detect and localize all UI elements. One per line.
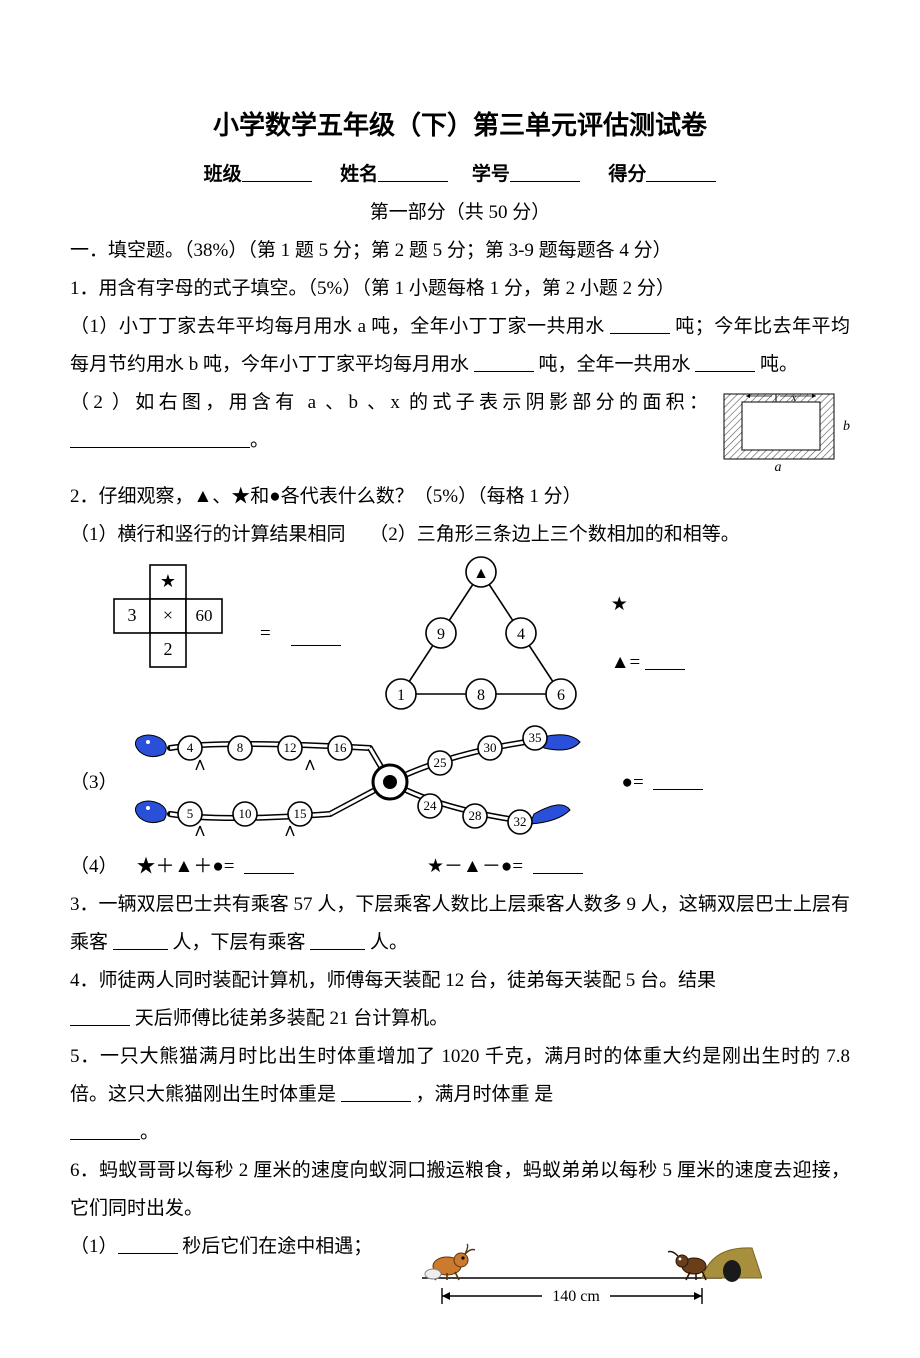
svg-text:4: 4: [186, 740, 193, 755]
svg-text:28: 28: [468, 808, 481, 823]
blank[interactable]: [653, 770, 703, 790]
blank-class[interactable]: [242, 162, 312, 182]
blank[interactable]: [70, 1120, 140, 1140]
svg-text:▲: ▲: [473, 565, 489, 582]
q3c: 人。: [365, 932, 408, 953]
label-class: 班级: [204, 164, 242, 185]
svg-text:1: 1: [397, 687, 405, 704]
q2-4-label: （4）: [70, 856, 118, 877]
blank[interactable]: [695, 352, 755, 372]
ant-figure: 140 cm: [402, 1228, 762, 1318]
q2: 2．仔细观察，▲、★和●各代表什么数？（5%）（每格 1 分）: [70, 478, 850, 516]
triangle-puzzle-figure: ▲ 9 4 1 8 6: [371, 554, 591, 714]
dot-answer: ●=: [622, 772, 644, 793]
q1-1-text-a: （1）小丁丁家去年平均每月用水 a 吨，全年小丁丁家一共用水: [70, 316, 610, 337]
svg-text:4: 4: [517, 626, 525, 643]
blank[interactable]: [70, 428, 250, 448]
dragon-figure: 4 8 12 16 5 10 15 25 30 35 24 28 32: [130, 718, 610, 848]
blank[interactable]: [70, 1006, 130, 1026]
blank-name[interactable]: [378, 162, 448, 182]
q1-1-text-d: 吨。: [755, 354, 798, 375]
svg-text:9: 9: [437, 626, 445, 643]
q4: 4．师徒两人同时装配计算机，师傅每天装配 12 台，徒弟每天装配 5 台。结果 …: [70, 962, 850, 1038]
section1-heading: 一．填空题。（38%）（第 1 题 5 分；第 2 题 5 分；第 3-9 题每…: [70, 232, 850, 270]
svg-text:140 cm: 140 cm: [553, 1288, 601, 1305]
q1-1: （1）小丁丁家去年平均每月用水 a 吨，全年小丁丁家一共用水 吨；今年比去年平均…: [70, 308, 850, 384]
cross-puzzle-figure: ★ 3 × 60 2: [100, 559, 240, 709]
svg-text:35: 35: [528, 730, 541, 745]
q2-4: （4） ★＋▲＋●= ★－▲－●=: [70, 848, 850, 886]
q6-1: （1） 秒后它们在途中相遇；: [70, 1228, 372, 1266]
svg-text:8: 8: [236, 740, 243, 755]
svg-text:25: 25: [433, 755, 446, 770]
blank-score[interactable]: [646, 162, 716, 182]
blank[interactable]: [113, 930, 168, 950]
q5c: 。: [140, 1122, 159, 1143]
svg-text:32: 32: [513, 814, 526, 829]
blank-sid[interactable]: [510, 162, 580, 182]
blank[interactable]: [645, 650, 685, 670]
blank[interactable]: [310, 930, 365, 950]
page-title: 小学数学五年级（下）第三单元评估测试卷: [70, 100, 850, 152]
q1-1-text-c: 吨，全年一共用水: [534, 354, 696, 375]
svg-text:15: 15: [293, 806, 306, 821]
svg-text:2: 2: [164, 639, 173, 659]
blank[interactable]: [118, 1234, 178, 1254]
blank[interactable]: [610, 314, 670, 334]
q5: 5．一只大熊猫满月时比出生时体重增加了 1020 千克，满月时的体重大约是刚出生…: [70, 1038, 850, 1152]
svg-text:6: 6: [557, 687, 565, 704]
q1: 1．用含有字母的式子填空。（5%）（第 1 小题每格 1 分，第 2 小题 2 …: [70, 270, 850, 308]
svg-text:★: ★: [160, 571, 176, 591]
q5b: ，满月时体重 是: [411, 1084, 554, 1105]
q2-4b: ★－▲－●=: [427, 856, 523, 877]
svg-text:12: 12: [283, 740, 296, 755]
blank[interactable]: [341, 1082, 411, 1102]
q3b: 人，下层有乘客: [168, 932, 311, 953]
blank[interactable]: [533, 854, 583, 874]
part1-heading: 第一部分（共 50 分）: [70, 194, 850, 232]
triangle-answer: ▲=: [611, 644, 685, 682]
q4a: 4．师徒两人同时装配计算机，师傅每天装配 12 台，徒弟每天装配 5 台。结果: [70, 970, 716, 991]
svg-text:a: a: [775, 460, 782, 472]
svg-text:30: 30: [483, 740, 496, 755]
svg-text:16: 16: [333, 740, 347, 755]
q6-1a: （1）: [70, 1236, 118, 1257]
svg-text:3: 3: [128, 605, 137, 625]
q2-4a: ★＋▲＋●=: [137, 856, 235, 877]
svg-text:24: 24: [423, 798, 437, 813]
q2-sub2: （2）三角形三条边上三个数相加的和相等。: [369, 524, 740, 545]
q4b: 天后师傅比徒弟多装配 21 台计算机。: [130, 1008, 448, 1029]
equals-label: =: [260, 615, 271, 653]
q2-subs: （1）横行和竖行的计算结果相同 （2）三角形三条边上三个数相加的和相等。: [70, 516, 850, 554]
svg-text:×: ×: [163, 605, 173, 625]
q6: 6．蚂蚁哥哥以每秒 2 厘米的速度向蚁洞口搬运粮食，蚂蚁弟弟以每秒 5 厘米的速…: [70, 1152, 850, 1228]
header-fields: 班级 姓名 学号 得分: [70, 156, 850, 194]
q1-2-text-b: 。: [250, 430, 269, 451]
svg-text:b: b: [843, 419, 850, 434]
star-answer: ★: [611, 586, 685, 624]
label-name: 姓名: [340, 164, 378, 185]
svg-text:8: 8: [477, 687, 485, 704]
blank[interactable]: [244, 854, 294, 874]
svg-text:10: 10: [238, 806, 251, 821]
svg-text:5: 5: [186, 806, 193, 821]
label-sid: 学号: [472, 164, 510, 185]
q6-1b: 秒后它们在途中相遇；: [178, 1236, 373, 1257]
q2-3-label: （3）: [70, 764, 118, 802]
svg-text:x: x: [791, 392, 797, 404]
svg-text:60: 60: [196, 606, 213, 625]
blank[interactable]: [291, 626, 341, 646]
shaded-rect-figure: x b a: [720, 390, 850, 472]
q2-sub1: （1）横行和竖行的计算结果相同: [70, 524, 346, 545]
blank[interactable]: [474, 352, 534, 372]
q1-2-text-a: （2 ）如右图，用含有 a 、b 、x 的式子表示阴影部分的面积：: [70, 392, 708, 413]
label-score: 得分: [608, 164, 646, 185]
q3: 3．一辆双层巴士共有乘客 57 人，下层乘客人数比上层乘客人数多 9 人，这辆双…: [70, 886, 850, 962]
